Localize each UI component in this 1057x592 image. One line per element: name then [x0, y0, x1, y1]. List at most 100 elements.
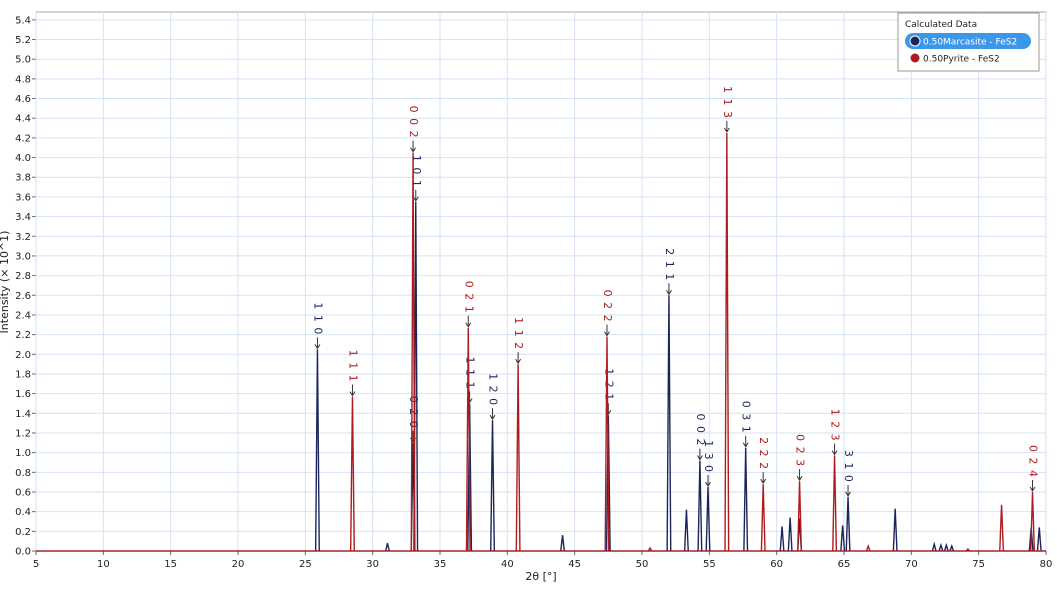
peak — [490, 420, 496, 552]
peak-arrow — [465, 315, 472, 328]
peak-label: 0 2 3 — [794, 434, 807, 467]
peak-arrow — [1029, 479, 1036, 492]
peak — [705, 487, 711, 552]
peak-arrow — [515, 352, 522, 365]
x-tick-label: 5 — [33, 559, 39, 570]
peak — [892, 508, 898, 552]
peak-arrow — [723, 120, 730, 133]
peak — [943, 542, 949, 552]
y-tick-label: 3.0 — [15, 251, 31, 262]
peak — [384, 542, 390, 552]
peak-arrow — [845, 484, 851, 497]
peak-label: 3 1 0 — [842, 450, 855, 483]
x-tick-label: 70 — [905, 559, 918, 570]
peak — [845, 496, 851, 552]
y-tick-label: 3.6 — [15, 192, 31, 203]
y-tick-label: 0.0 — [15, 547, 31, 558]
x-tick-label: 10 — [97, 559, 110, 570]
peak-arrow — [705, 475, 711, 488]
y-tick-label: 3.2 — [15, 232, 31, 243]
peak — [560, 535, 566, 552]
peak-arrow — [410, 140, 416, 153]
peak — [1036, 527, 1042, 552]
y-tick-label: 5.2 — [15, 35, 31, 46]
x-tick-label: 40 — [501, 559, 514, 570]
peak-arrow — [666, 283, 672, 296]
legend-highlight — [905, 33, 1031, 49]
peak — [865, 544, 871, 552]
x-tick-label: 60 — [770, 559, 783, 570]
y-axis-title: Intensity (× 10^1) — [0, 231, 11, 334]
y-tick-label: 0.2 — [15, 527, 31, 538]
peak-arrow — [831, 443, 838, 456]
peak-label: 1 1 2 — [512, 317, 525, 350]
peak-arrow — [742, 435, 749, 448]
y-tick-label: 2.8 — [15, 271, 31, 282]
y-tick-label: 2.0 — [15, 350, 31, 361]
peak — [779, 526, 785, 552]
y-tick-label: 0.4 — [15, 507, 31, 518]
peak — [938, 542, 944, 552]
peak — [949, 544, 955, 552]
peak-arrow — [412, 189, 419, 202]
y-tick-label: 2.4 — [15, 310, 31, 321]
peak-label: 2 2 2 — [757, 437, 770, 470]
peak — [797, 481, 803, 552]
y-tick-label: 2.6 — [15, 291, 31, 302]
peak-label: 1 2 1 — [602, 368, 615, 401]
peak — [965, 547, 971, 552]
peak — [832, 455, 838, 552]
plot-area — [35, 11, 1047, 552]
y-tick-label: 2.2 — [15, 330, 31, 341]
peak-arrow — [314, 337, 321, 350]
y-tick-label: 4.4 — [15, 114, 31, 125]
peak-label: 0 0 2 — [407, 106, 420, 139]
peak-label: 1 2 3 — [829, 409, 842, 442]
peak-label: 0 2 1 — [462, 281, 475, 314]
legend-label: 0.50Pyrite - FeS2 — [923, 55, 1000, 65]
peak-arrow — [604, 324, 610, 337]
y-tick-label: 1.4 — [15, 409, 31, 420]
peak-label: 2 1 1 — [663, 248, 676, 281]
peak-label: 0 2 4 — [1027, 445, 1040, 478]
x-tick-label: 50 — [636, 559, 649, 570]
peak-arrow — [796, 469, 803, 482]
x-tick-label: 30 — [366, 559, 379, 570]
y-tick-label: 1.6 — [15, 389, 31, 400]
x-tick-label: 75 — [972, 559, 985, 570]
legend-title: Calculated Data — [905, 20, 977, 30]
peak-label: 1 1 1 — [346, 350, 359, 383]
y-tick-label: 1.8 — [15, 369, 31, 380]
y-tick-label: 4.6 — [15, 94, 31, 105]
x-tick-label: 25 — [299, 559, 312, 570]
peak-label: 0 0 2 — [694, 414, 707, 447]
peak — [410, 152, 416, 552]
peak-label: 1 0 1 — [410, 155, 423, 188]
x-axis-title: 2θ [°] — [525, 570, 556, 583]
peak-label: 0 3 1 — [740, 401, 753, 434]
y-tick-label: 0.6 — [15, 487, 31, 498]
peak-arrow — [696, 448, 703, 461]
peak — [647, 546, 653, 552]
peak-label: 1 2 0 — [487, 373, 500, 406]
y-tick-label: 3.4 — [15, 212, 31, 223]
legend-marker — [909, 52, 921, 64]
y-tick-label: 4.0 — [15, 153, 31, 164]
y-tick-label: 3.8 — [15, 173, 31, 184]
peak — [931, 541, 937, 552]
peak-arrow — [489, 408, 496, 421]
y-tick-label: 5.4 — [15, 15, 31, 26]
peak-label: 1 3 0 — [702, 440, 715, 473]
peak-arrow — [349, 384, 356, 397]
peak-label: 1 1 3 — [721, 86, 734, 119]
peak — [697, 460, 703, 552]
y-tick-label: 4.2 — [15, 133, 31, 144]
peak — [743, 447, 749, 552]
x-tick-label: 35 — [434, 559, 447, 570]
y-tick-label: 5.0 — [15, 55, 31, 66]
x-tick-label: 45 — [568, 559, 581, 570]
y-tick-label: 1.0 — [15, 448, 31, 459]
y-tick-label: 1.2 — [15, 428, 31, 439]
legend-marker — [909, 35, 921, 47]
